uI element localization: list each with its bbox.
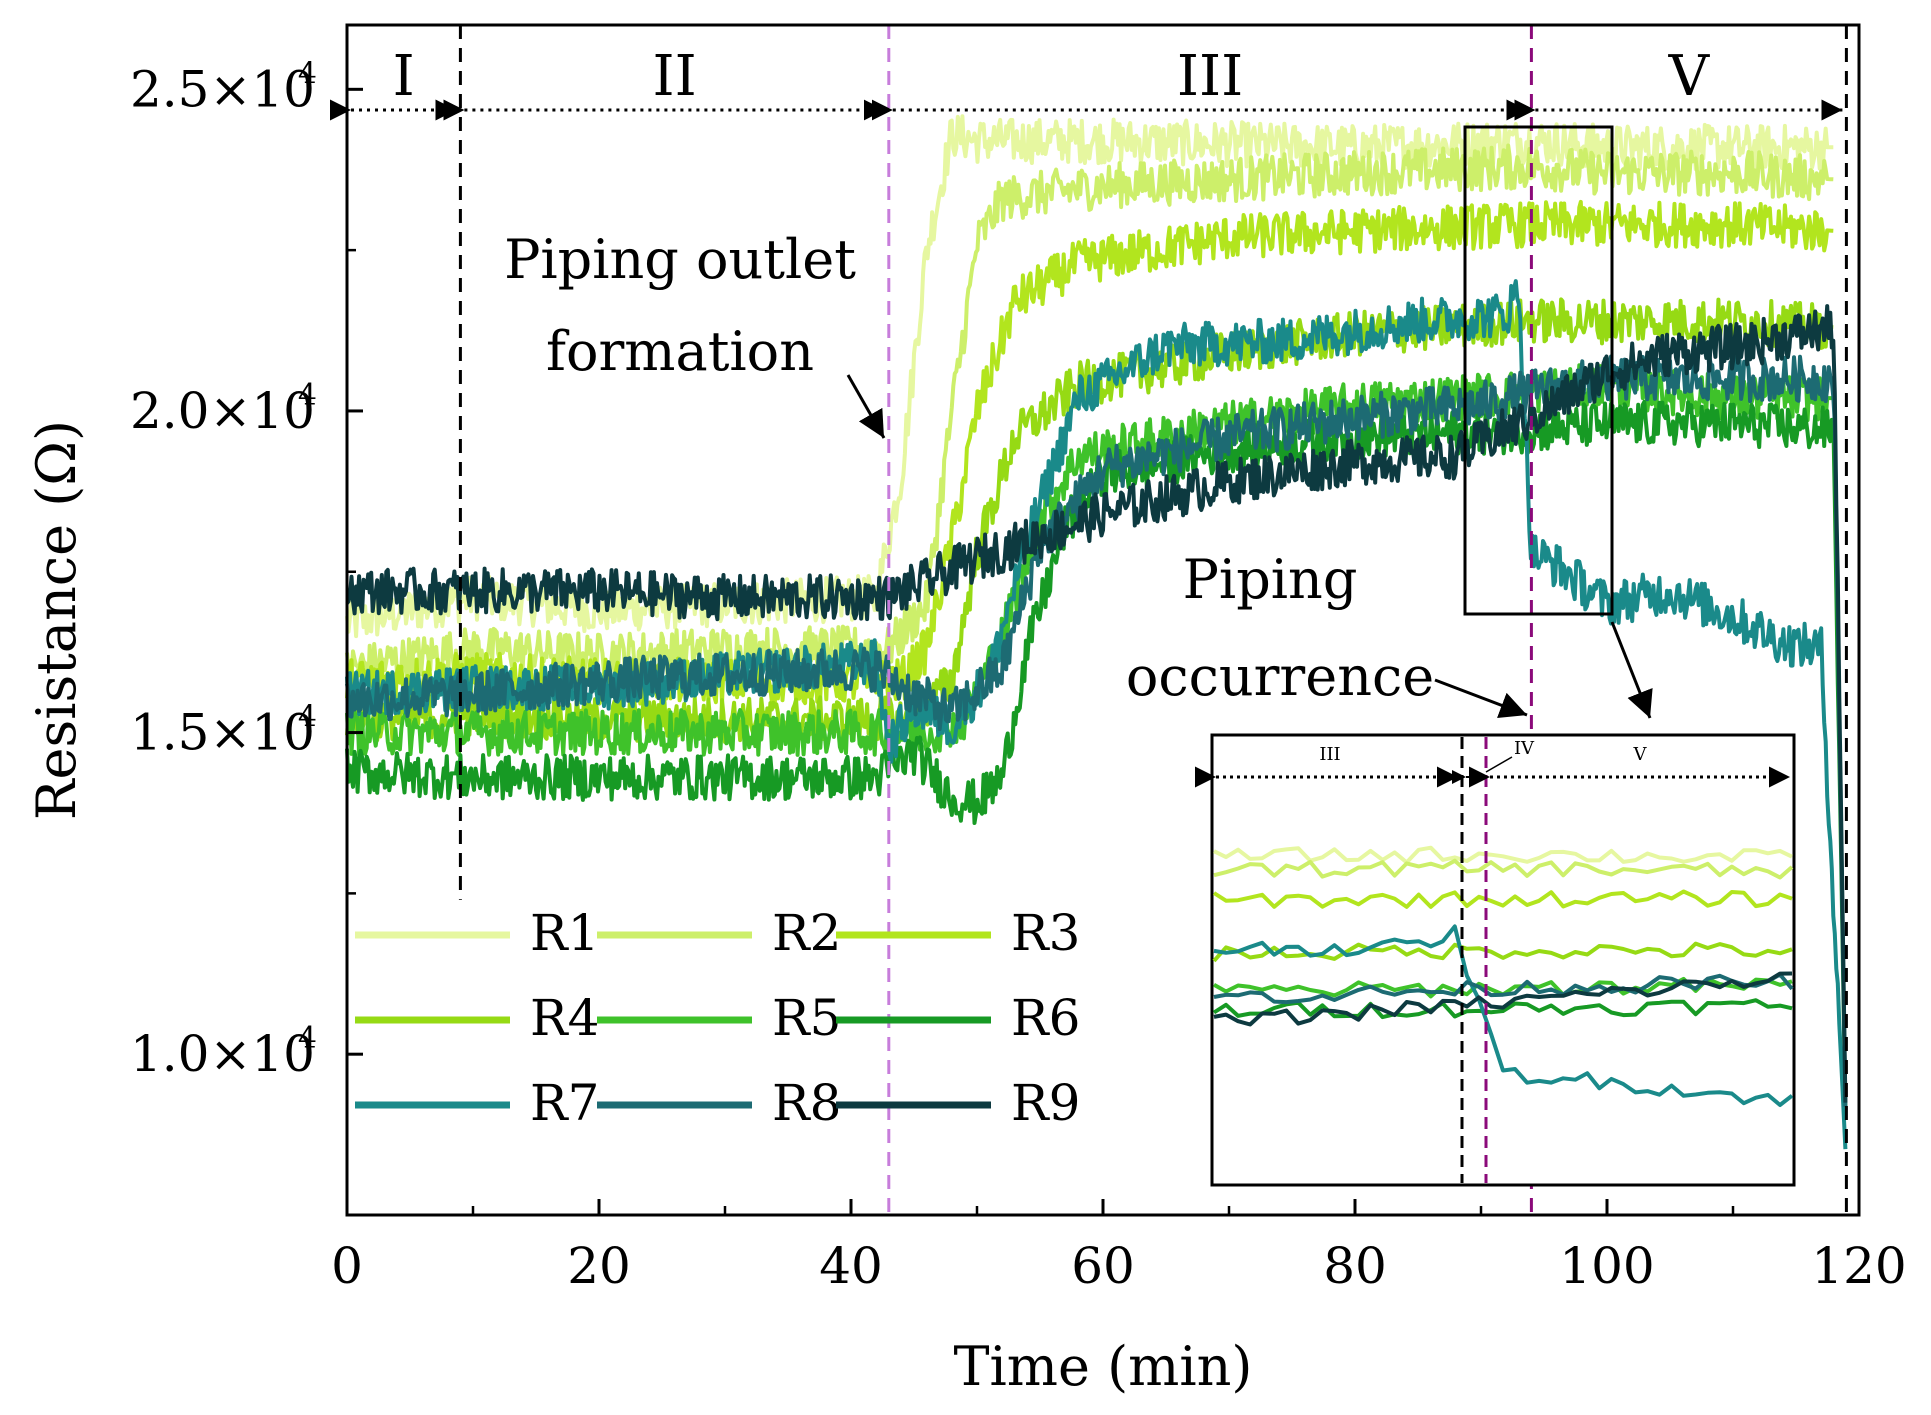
annotation-piping-occurrence-arrow xyxy=(1434,678,1528,719)
phase-label-iii: III xyxy=(1177,44,1243,109)
y-tick-label: 1.0×10 xyxy=(130,1025,315,1083)
inset-series-line-r8 xyxy=(1213,972,1794,1005)
series-line-r3 xyxy=(345,199,1834,706)
x-tick-label: 40 xyxy=(819,1237,883,1295)
annotation-piping-occurrence: Piping occurrence xyxy=(1126,548,1528,719)
x-axis: 0 20 40 60 80 100 120 xyxy=(331,1199,1907,1295)
x-tick-label: 60 xyxy=(1071,1237,1135,1295)
inset-phase-label-v: V xyxy=(1633,744,1648,765)
inset-phase-label-iv: IV xyxy=(1514,738,1535,759)
annotation-piping-occurrence-line2: occurrence xyxy=(1126,645,1434,708)
x-tick-label: 0 xyxy=(331,1237,363,1295)
phase-label-v: V xyxy=(1668,44,1711,109)
inset-series-line-r6 xyxy=(1212,998,1793,1020)
legend-label-r7: R7 xyxy=(530,1074,599,1132)
legend-label-r2: R2 xyxy=(772,904,841,962)
y-tick-exponent: 4 xyxy=(298,700,317,735)
phase-label-i: I xyxy=(393,44,415,109)
legend: R1 R2 R3 R4 R5 R6 R7 R8 R9 xyxy=(355,904,1080,1132)
x-tick-label: 20 xyxy=(567,1237,631,1295)
annotation-piping-occurrence-line1: Piping xyxy=(1183,548,1358,611)
phase-label-ii: II xyxy=(652,44,696,109)
legend-label-r6: R6 xyxy=(1011,989,1080,1047)
inset-zoom-panel: III IV V xyxy=(1195,733,1796,1187)
legend-label-r3: R3 xyxy=(1011,904,1080,962)
y-tick-label: 2.5×10 xyxy=(130,60,315,118)
annotation-piping-outlet-line1: Piping outlet xyxy=(504,228,856,291)
legend-label-r8: R8 xyxy=(772,1074,841,1132)
annotation-piping-outlet: Piping outlet formation xyxy=(504,228,886,439)
annotation-piping-outlet-line2: formation xyxy=(546,320,814,383)
y-axis-title: Resistance (Ω) xyxy=(25,420,88,820)
y-tick-label: 1.5×10 xyxy=(130,704,315,762)
inset-series-line-r7 xyxy=(1213,924,1794,1107)
series-line-r7 xyxy=(345,279,1848,1150)
zoom-box xyxy=(1463,125,1614,616)
inset-series-layer xyxy=(1212,845,1794,1107)
zoom-arrow xyxy=(1610,621,1653,719)
inset-phase-label-iii: III xyxy=(1319,744,1340,765)
inset-series-line-r9 xyxy=(1213,971,1793,1027)
inset-series-line-r2 xyxy=(1213,858,1794,880)
series-line-r5 xyxy=(345,363,1834,757)
y-tick-exponent: 4 xyxy=(298,1021,317,1056)
inset-iv-pointer xyxy=(1485,756,1513,773)
legend-label-r5: R5 xyxy=(772,989,841,1047)
x-tick-label: 80 xyxy=(1323,1237,1387,1295)
legend-label-r4: R4 xyxy=(530,989,599,1047)
x-axis-title: Time (min) xyxy=(953,1335,1252,1398)
series-layer xyxy=(345,114,1848,1150)
y-tick-exponent: 4 xyxy=(298,378,317,413)
legend-label-r9: R9 xyxy=(1011,1074,1080,1132)
y-tick-exponent: 4 xyxy=(298,56,317,91)
series-line-r9 xyxy=(345,304,1848,1103)
annotation-piping-outlet-arrow xyxy=(846,374,886,439)
x-tick-label: 100 xyxy=(1559,1237,1654,1295)
y-tick-label: 2.0×10 xyxy=(130,382,315,440)
legend-label-r1: R1 xyxy=(530,904,599,962)
inset-series-line-r3 xyxy=(1212,889,1793,909)
inset-background xyxy=(1210,733,1796,1187)
x-tick-label: 120 xyxy=(1811,1237,1906,1295)
